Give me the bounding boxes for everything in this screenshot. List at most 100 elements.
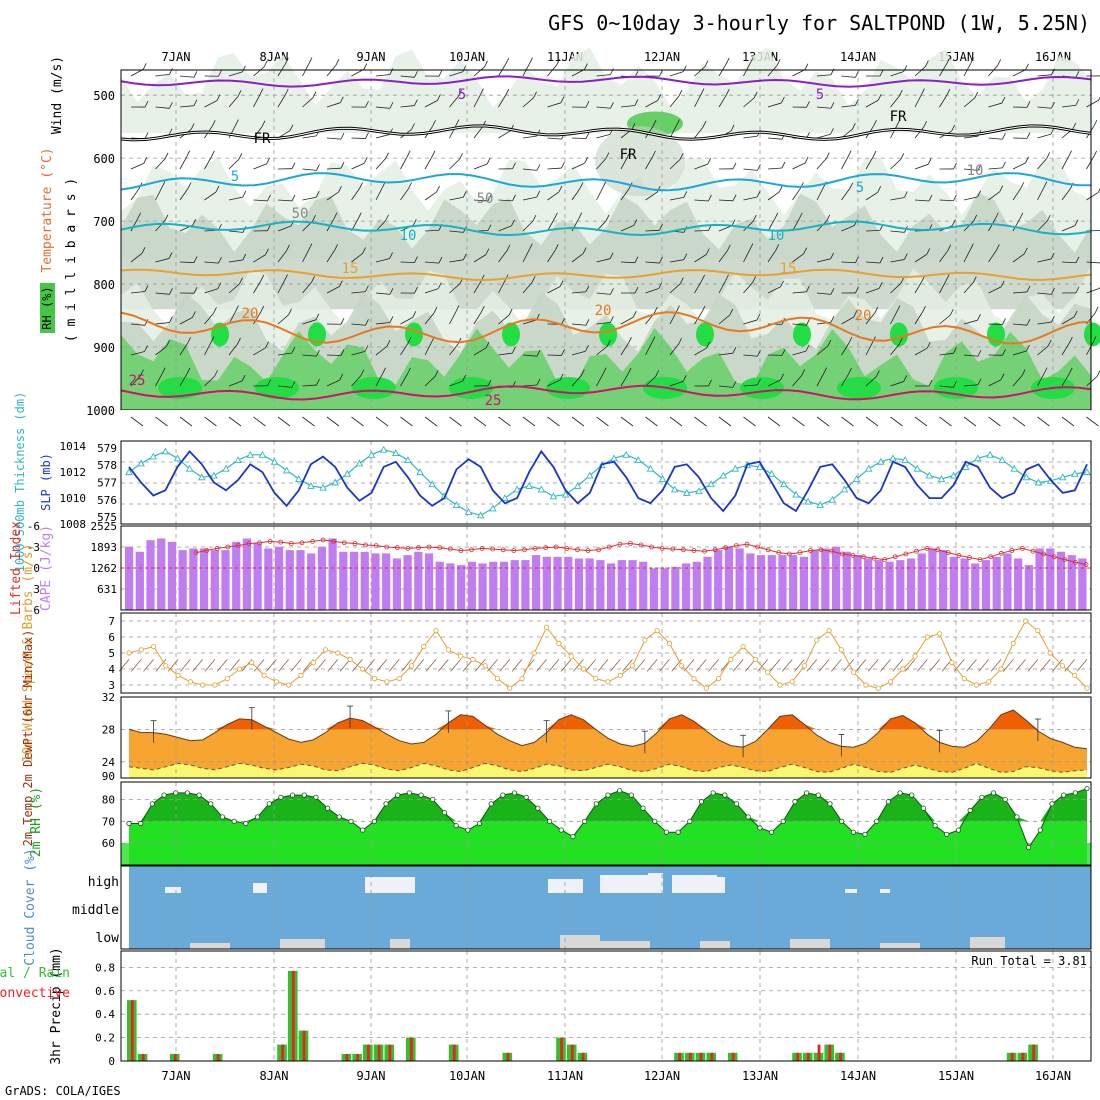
wind10m-barb (253, 659, 265, 672)
wind-barb (841, 261, 856, 264)
wind-barb-flag (903, 191, 908, 198)
rh2m-point (453, 823, 459, 829)
cape-bar (756, 555, 766, 610)
li-point (839, 551, 845, 557)
li-point (511, 548, 517, 553)
thickness-point (428, 480, 436, 488)
wind10m-barb (511, 659, 523, 672)
wind-barb-flag (235, 119, 239, 126)
wind-barb-flag (260, 274, 265, 282)
wind-barb-flag (610, 288, 614, 295)
wind-barb (718, 94, 727, 108)
wind-barb (596, 106, 611, 109)
wind-barb (596, 158, 607, 170)
wind-barb-flag (1073, 310, 1078, 318)
wind-barb-flag (385, 214, 389, 221)
li-point (903, 551, 909, 557)
thickness-point (852, 475, 861, 482)
wind-barb (914, 280, 923, 294)
wind-barb-flag (508, 308, 513, 316)
wind-barb-flag (1094, 306, 1099, 314)
wind-barb (228, 196, 243, 201)
wind10m-point (458, 653, 464, 659)
cape-bar (1067, 555, 1076, 610)
precip-conv-bar (1021, 1052, 1025, 1061)
wind-barb-flag (411, 123, 415, 130)
wind-barb (1061, 316, 1075, 325)
wind-barb-flag (585, 345, 589, 352)
wind-barb-flag (775, 244, 780, 251)
wind-barb (1037, 187, 1045, 201)
wind-barb-flag (977, 190, 982, 198)
wind-barb (375, 292, 390, 295)
wind-barb (914, 126, 925, 139)
wind-barb (277, 225, 292, 232)
wind-barb (620, 261, 636, 264)
wind-barb-flag (780, 373, 784, 381)
cape-bar (264, 548, 273, 610)
wind-barb (326, 379, 340, 387)
cloud-high-block (845, 889, 857, 893)
wind-barb-flag (144, 345, 148, 352)
wind-barb (351, 137, 366, 139)
wind-barb-flag (607, 339, 611, 347)
wind-barb (498, 225, 512, 232)
li-point (437, 545, 443, 551)
wind-barb-flag (389, 252, 393, 259)
wind-barb-flag (487, 224, 492, 231)
rh2m-point (348, 818, 354, 824)
li-point (469, 547, 474, 553)
wind-barb (743, 220, 754, 232)
precip-conv-bar (506, 1052, 510, 1061)
rh2m-point (511, 790, 518, 796)
slp-tick: 1012 (60, 466, 87, 479)
wind-barb-flag (359, 182, 363, 189)
wind-barb (645, 376, 657, 387)
wind10m-point (666, 640, 673, 647)
li-point (670, 546, 676, 552)
rh2m-point (161, 792, 167, 798)
cape-bar (232, 541, 241, 610)
wind-barb (1037, 220, 1048, 232)
wind-barb-flag (826, 214, 831, 222)
wind-barb-flag (676, 119, 680, 126)
li-point (193, 550, 199, 555)
rh2m-point (780, 818, 786, 824)
wind-barb-flag (215, 185, 220, 193)
rh2m-point (500, 792, 506, 798)
thickness-point (683, 488, 691, 496)
wind-barb (865, 312, 876, 325)
wind-barb (277, 314, 289, 325)
wind-barb-flag (922, 305, 926, 313)
wind-barb (1086, 261, 1100, 264)
wind-barb (130, 162, 144, 170)
thickness-point (986, 450, 994, 458)
slp-line (128, 449, 1088, 513)
wind-barb-flag (708, 194, 712, 202)
panel-ylabel: 2m Temp 2m DewPt (6hr Min/Max) (21, 630, 35, 847)
li-point (320, 537, 326, 543)
wind-barb-flag (798, 212, 803, 219)
wind-barb (1086, 192, 1099, 201)
wind-barb (694, 199, 709, 202)
cape-bar (628, 560, 637, 610)
thickness-point (246, 450, 255, 458)
rh2m-point (126, 820, 132, 827)
wind-barb-flag (848, 336, 853, 344)
li-point (1009, 548, 1015, 553)
thickness-point (125, 468, 133, 476)
wind10m-barb (1003, 659, 1014, 672)
x-axis-labels: 7JAN7JAN8JAN8JAN9JAN9JAN10JAN10JAN11JAN1… (162, 50, 1072, 1083)
contour-label: FR (620, 147, 637, 163)
precip-tick: 0.4 (95, 1008, 115, 1021)
wind-barb (841, 188, 851, 201)
wind-barb-flag (360, 369, 365, 376)
li-point (405, 546, 411, 551)
wind-barb-flag (701, 274, 705, 282)
wind-barb (1012, 162, 1026, 170)
wind10m-barb (290, 659, 302, 672)
wind-barb (596, 187, 604, 201)
li-point (733, 543, 739, 548)
wind-barb (743, 168, 758, 171)
wind-barb (473, 94, 481, 108)
